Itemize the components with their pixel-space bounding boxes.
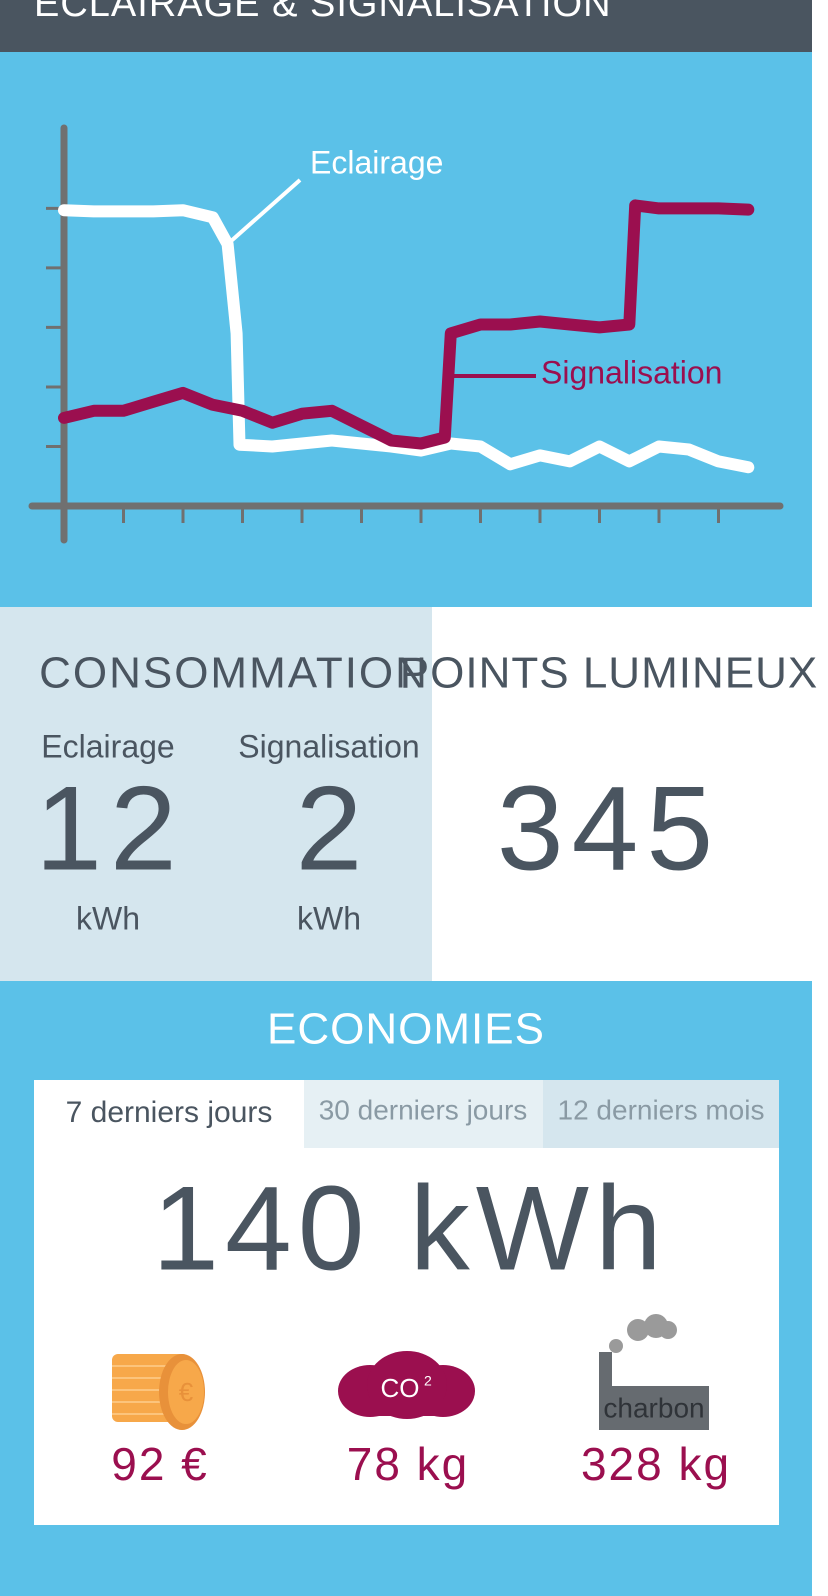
section-title: POINTS LUMINEUX (400, 649, 818, 698)
header-title: ECLAIRAGE & SIGNALISATION (34, 0, 612, 25)
leader-line (228, 178, 302, 244)
saving-value: 92 € (111, 1438, 209, 1490)
section-title: CONSOMMATION (39, 649, 429, 698)
icon-sup: 2 (424, 1373, 432, 1389)
series-label: Eclairage (310, 144, 443, 180)
series-line (58, 204, 755, 474)
series-label: Signalisation (541, 354, 722, 390)
saving-value: 328 kg (581, 1438, 731, 1490)
coin-icon (112, 1354, 205, 1430)
header-bar (0, 0, 812, 52)
series-line (58, 199, 755, 450)
factory-icon (599, 1314, 709, 1430)
points-panel (432, 607, 812, 981)
item-unit: kWh (76, 900, 140, 936)
icon-text: CO (381, 1373, 420, 1403)
item-unit: kWh (297, 900, 361, 936)
economies-card (34, 1080, 779, 1525)
saving-value: 78 kg (347, 1438, 470, 1490)
consumption-panel (0, 607, 432, 981)
tab[interactable] (304, 1080, 543, 1148)
total-value: 140 kWh (152, 1162, 668, 1296)
section-title: ECONOMIES (267, 1005, 545, 1054)
item-value: 12 (35, 762, 184, 896)
tab-label[interactable]: 12 derniers mois (558, 1094, 765, 1125)
chart (28, 124, 784, 544)
tab[interactable] (34, 1080, 304, 1148)
tab-label[interactable]: 30 derniers jours (319, 1094, 528, 1125)
item-label: Eclairage (41, 728, 174, 764)
item-value: 2 (296, 762, 363, 896)
points-value: 345 (497, 762, 721, 896)
cloud-icon (338, 1351, 475, 1419)
icon-text: charbon (603, 1392, 704, 1423)
tab-label[interactable]: 7 derniers jours (66, 1096, 273, 1129)
item-label: Signalisation (238, 728, 419, 764)
chart-panel (0, 52, 812, 607)
icon-text: € (179, 1377, 194, 1407)
tab[interactable] (543, 1080, 779, 1148)
